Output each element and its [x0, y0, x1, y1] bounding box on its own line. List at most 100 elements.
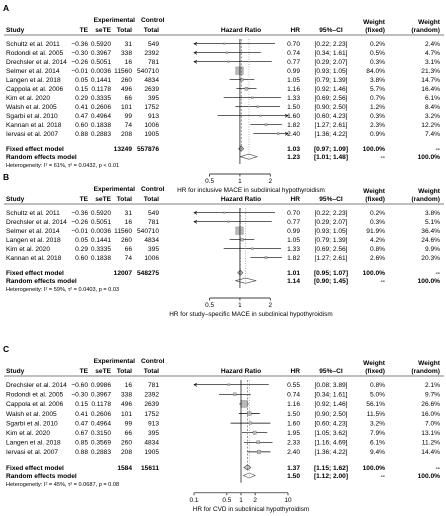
ci-value: [0.90; 2.50]	[315, 104, 348, 111]
study-name: Langen et al. 2018	[6, 440, 61, 447]
study-row: Sgarbi et al. 2010 0.47 0.4964 99 913 1.60 [0.…	[6, 420, 440, 427]
control-total-header: Total	[144, 196, 159, 203]
study-row: Cappola et al. 2006 0.15 0.1178 496 2639 1.16…	[6, 400, 440, 408]
study-row: Sgarbi et al. 2010 0.47 0.4964 99 913 1.60 [0.…	[6, 113, 440, 120]
point-estimate-square	[223, 42, 226, 45]
fixed-effect-row: Fixed effect model 1584 15611 1.37 [1.15; 1.…	[6, 465, 440, 472]
ci-value: [1.05; 3.62]	[315, 430, 348, 437]
experimental-total: 101	[121, 104, 132, 111]
control-total: 781	[148, 382, 159, 389]
ci-arrow-left	[193, 41, 198, 46]
hr-value: 1.50	[287, 104, 300, 111]
ci-value: [0.60; 4.23]	[315, 113, 348, 120]
sete-value: 0.1441	[91, 77, 112, 84]
hr-value: 1.16	[287, 401, 300, 408]
experimental-total: 260	[121, 77, 132, 84]
weight-random-value: 7.0%	[425, 420, 440, 427]
experimental-total: 74	[125, 122, 133, 129]
sete-value: 0.0036	[91, 68, 112, 75]
sete-column-header: seTE	[95, 196, 111, 203]
experimental-total: 99	[125, 420, 133, 427]
te-value: −0.26	[71, 59, 88, 66]
weight-fixed-value: 0.3%	[370, 59, 385, 66]
point-estimate-square	[264, 123, 268, 127]
experimental-total: 16	[125, 219, 133, 226]
weight-fixed-header: Weight	[363, 188, 386, 195]
ci-value: [1.36; 4.22]	[315, 449, 348, 456]
hr-value: 1.33	[287, 95, 300, 102]
random-weight-random: 100.0%	[418, 154, 441, 161]
experimental-total: 260	[121, 440, 132, 447]
sete-value: 0.5920	[91, 210, 112, 217]
study-row: Kim et al. 2020 0.29 0.3335 66 395 1.33 [0.69;…	[6, 246, 440, 253]
ci-arrow-right	[284, 131, 289, 136]
hr-value: 2.33	[287, 440, 300, 447]
study-name: Schultz et al. 2011	[6, 41, 60, 48]
weight-random-value: 7.4%	[425, 131, 440, 138]
study-name: Drechsler et al. 2014	[6, 219, 67, 226]
te-value: 0.15	[75, 401, 88, 408]
te-value: 0.05	[75, 237, 88, 244]
sete-value: 0.4964	[91, 113, 112, 120]
point-estimate-square	[264, 256, 268, 260]
heterogeneity-text: Heterogeneity: I² = 61%, τ² = 0.0432, p …	[6, 163, 119, 169]
random-weight-fixed: --	[381, 154, 385, 161]
control-header: Control	[141, 17, 165, 24]
study-row: Walsh et al. 2005 0.41 0.2606 101 1752 1.50 [0…	[6, 104, 440, 111]
ci-value: [0.29; 2.07]	[315, 219, 348, 226]
weight-fixed-value: 0.5%	[370, 50, 385, 57]
ci-column-header: 95%–CI	[319, 27, 343, 34]
sete-column-header: seTE	[95, 368, 111, 375]
te-column-header: TE	[80, 27, 89, 34]
weight-random-value: 14.4%	[421, 449, 440, 456]
panel-label: A	[3, 3, 9, 13]
control-total: 2392	[144, 50, 159, 57]
weight-fixed-header-sub: (fixed)	[365, 27, 385, 34]
hr-value: 1.16	[287, 86, 300, 93]
weight-fixed-value: 0.7%	[370, 95, 385, 102]
fixed-effect-label: Fixed effect model	[6, 146, 64, 153]
study-row: Kim et al. 2020 0.29 0.3335 66 395 1.33 [0.69;…	[6, 95, 440, 102]
study-name: Selmer et al. 2014	[6, 228, 60, 235]
fixed-weight-random: --	[436, 465, 440, 472]
weight-random-value: 21.3%	[421, 68, 440, 75]
sete-value: 0.1838	[91, 122, 112, 129]
ci-arrow-left	[193, 382, 198, 387]
hr-value: 1.82	[287, 122, 300, 129]
te-value: −0.36	[71, 41, 88, 48]
hr-value: 0.74	[287, 392, 300, 399]
study-row: Rodondi et al. 2005 −0.30 0.3967 338 2392 0.7…	[6, 50, 440, 57]
sete-value: 0.3335	[91, 246, 112, 253]
experimental-total: 31	[125, 41, 133, 48]
ci-arrow-left	[193, 210, 198, 215]
sete-value: 0.9986	[91, 382, 112, 389]
weight-fixed-value: 2.3%	[370, 122, 385, 129]
sete-value: 0.2606	[91, 411, 112, 418]
study-row: Schultz et al. 2011 −0.36 0.5920 31 549 0.70 […	[6, 41, 440, 48]
ci-arrow-left	[193, 59, 198, 64]
ci-value: [0.79; 1.39]	[315, 237, 348, 244]
study-row: Selmer et al. 2014 −0.01 0.0036 11560 540710…	[6, 66, 440, 75]
hazard-ratio-header: Hazard Ratio	[221, 196, 261, 203]
sete-value: 0.3967	[91, 50, 112, 57]
ci-value: [0.90; 2.50]	[315, 411, 348, 418]
control-total: 1752	[144, 104, 159, 111]
weight-fixed-value: 7.9%	[370, 430, 385, 437]
ci-value: [1.36; 4.22]	[315, 131, 348, 138]
weight-random-value: 9.9%	[425, 246, 440, 253]
study-name: Selmer et al. 2014	[6, 68, 60, 75]
control-total: 395	[148, 95, 159, 102]
x-axis-title: HR for inclusive MACE in subclinical hyp…	[177, 187, 325, 194]
sete-value: 0.3150	[91, 430, 112, 437]
te-value: −0.30	[71, 50, 88, 57]
hr-column-header: HR	[290, 196, 300, 203]
hazard-ratio-header: Hazard Ratio	[221, 27, 261, 34]
experimental-total: 101	[121, 411, 132, 418]
weight-random-header: Weight	[418, 360, 441, 367]
te-value: 0.67	[75, 430, 88, 437]
random-hr-value: 1.23	[287, 154, 300, 161]
experimental-total: 74	[125, 255, 133, 262]
ci-value: [1.27; 2.61]	[315, 255, 348, 262]
experimental-header: Experimental	[94, 17, 136, 24]
